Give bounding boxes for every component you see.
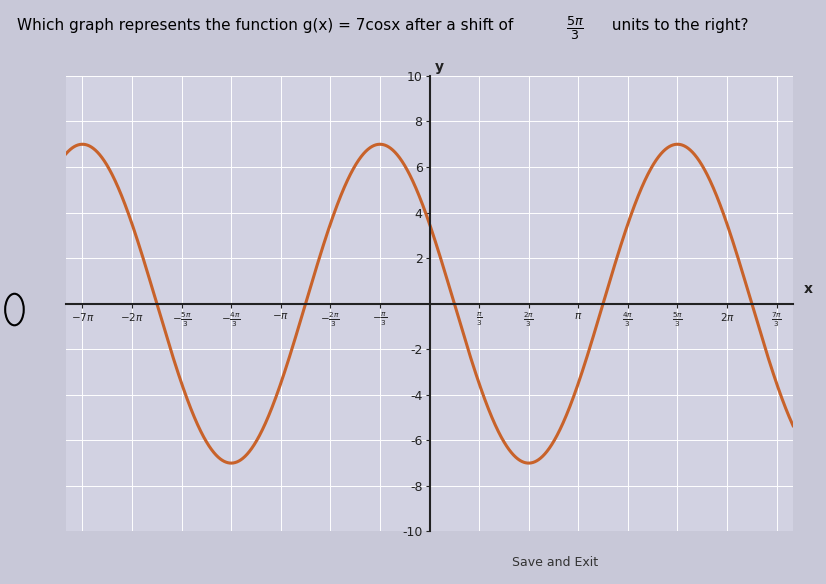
Text: Save and Exit: Save and Exit (512, 557, 598, 569)
Text: Which graph represents the function g(x) = 7cosx after a shift of: Which graph represents the function g(x)… (17, 18, 518, 33)
Text: x: x (804, 281, 813, 296)
Text: y: y (435, 60, 444, 74)
Text: $\frac{5\pi}{3}$: $\frac{5\pi}{3}$ (566, 15, 584, 43)
Text: units to the right?: units to the right? (607, 18, 748, 33)
